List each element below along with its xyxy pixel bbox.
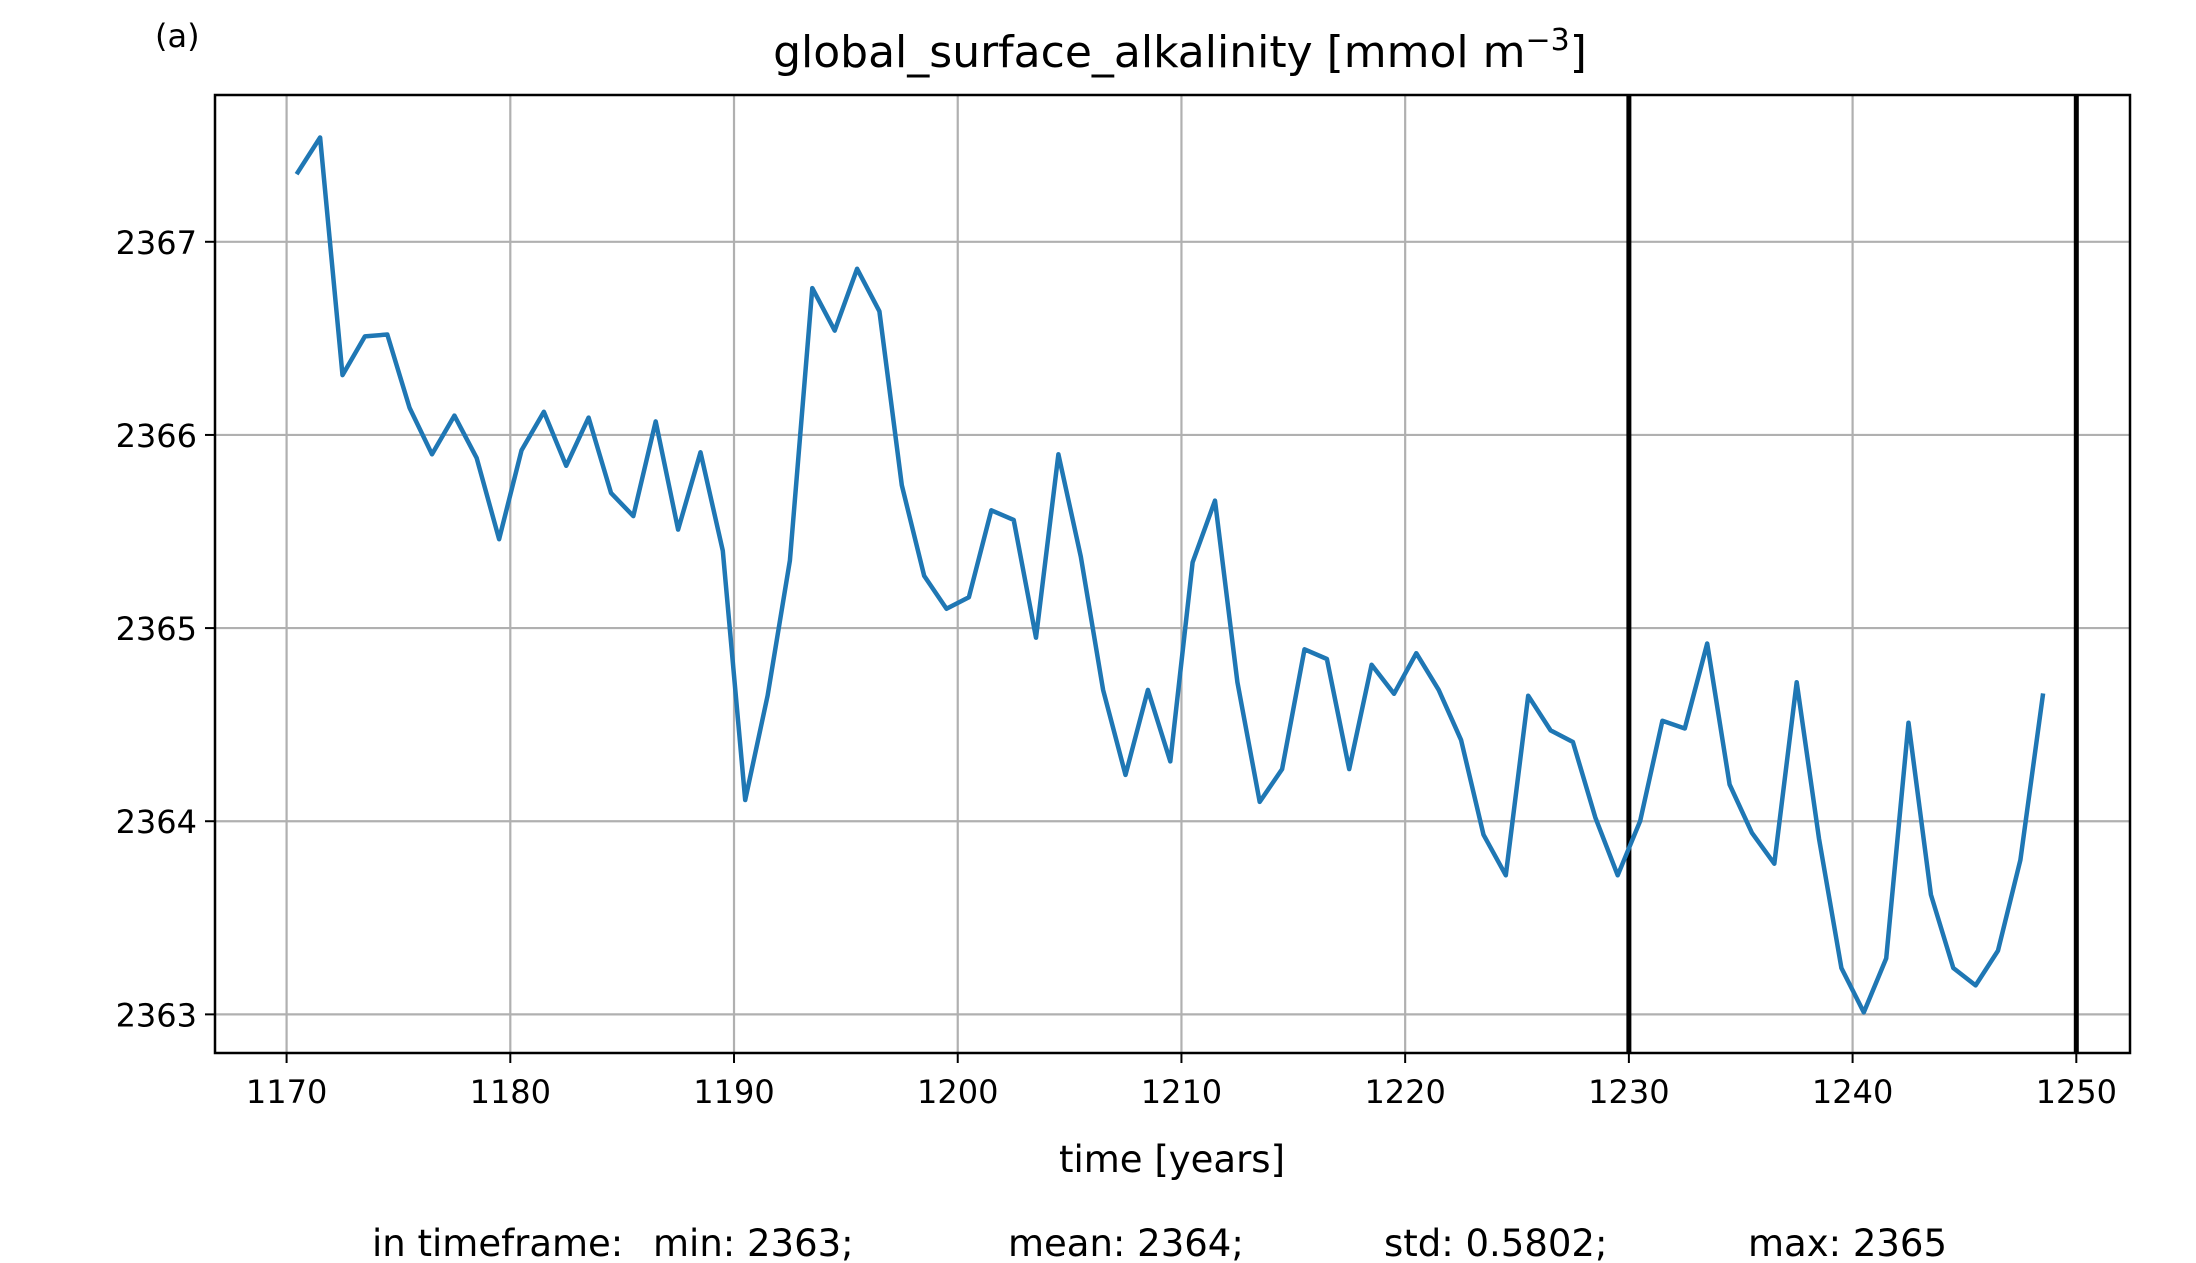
x-tick-label: 1170 (246, 1073, 327, 1111)
title-superscript: −3 (1525, 23, 1569, 58)
stats-max: max: 2365 (1748, 1222, 1947, 1263)
x-tick-label: 1240 (1812, 1073, 1893, 1111)
stats-std: std: 0.5802; (1384, 1222, 1607, 1263)
stats-footer: in timeframe: min: 2363; mean: 2364; std… (372, 1222, 1947, 1263)
x-tick-label: 1210 (1141, 1073, 1222, 1111)
stats-prefix: in timeframe: (372, 1222, 623, 1263)
x-axis: 1170 1180 1190 1200 1210 1220 1230 1240 1250 (246, 1053, 2117, 1111)
x-tick-label: 1220 (1364, 1073, 1445, 1111)
y-tick-label: 2366 (116, 417, 197, 455)
stats-min: min: 2363; (653, 1222, 854, 1263)
reference-lines (1626, 95, 2079, 1053)
x-axis-label: time [years] (1059, 1138, 1285, 1181)
grid (215, 95, 2130, 1053)
x-tick-label: 1180 (470, 1073, 551, 1111)
y-tick-label: 2367 (116, 224, 197, 262)
x-tick-label: 1230 (1588, 1073, 1669, 1111)
y-tick-label: 2364 (116, 803, 197, 841)
y-tick-label: 2365 (116, 610, 197, 648)
panel-label: (a) (155, 17, 200, 55)
y-axis: 2363 2364 2365 2366 2367 (116, 224, 215, 1034)
x-tick-label: 1250 (2036, 1073, 2117, 1111)
x-tick-label: 1190 (693, 1073, 774, 1111)
chart-title: global_surface_alkalinity [mmol m−3] (773, 23, 1587, 78)
plot-frame (213, 93, 2132, 1055)
series-line (294, 135, 2046, 1015)
y-tick-label: 2363 (116, 996, 197, 1034)
x-tick-label: 1200 (917, 1073, 998, 1111)
stats-mean: mean: 2364; (1008, 1222, 1244, 1263)
